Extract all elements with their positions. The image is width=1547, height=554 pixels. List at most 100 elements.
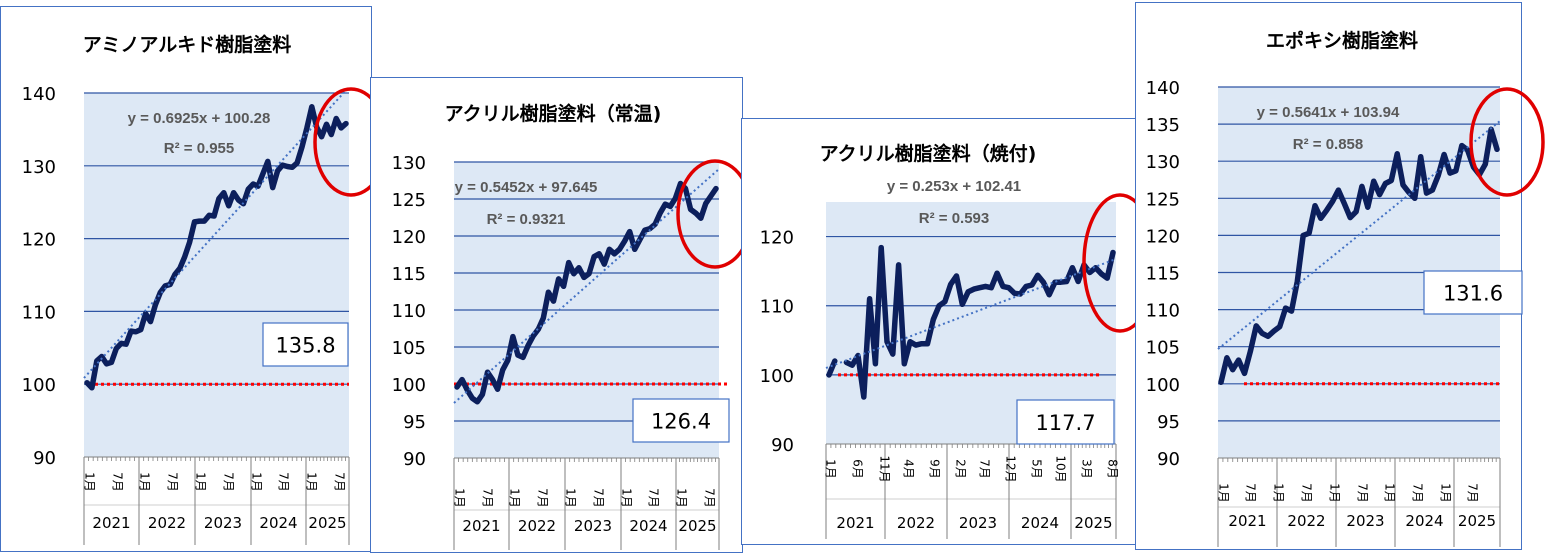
trendline: [825, 258, 1117, 369]
y-tick-label: 90: [1157, 449, 1180, 470]
chart-title: アクリル樹脂塗料（焼付): [820, 142, 1037, 165]
trendline: [453, 168, 720, 404]
month-tick-label: 7月: [277, 472, 291, 492]
year-label: 2024: [259, 514, 297, 532]
month-tick-label: 8月: [1106, 459, 1120, 479]
y-tick-label: 110: [1146, 301, 1180, 322]
year-label: 2022: [897, 514, 935, 532]
y-tick-label: 100: [1146, 375, 1180, 396]
y-tick-label: 120: [1146, 226, 1180, 247]
year-label: 2024: [629, 517, 667, 535]
chart-title: エポキシ樹脂塗料: [1266, 29, 1418, 52]
year-label: 2024: [1405, 512, 1443, 530]
month-tick-label: 7月: [222, 472, 236, 492]
month-tick-label: 7月: [1244, 483, 1258, 503]
y-tick-label: 95: [1157, 412, 1180, 433]
chart-svg: アクリル樹脂塗料（焼付) 120 110 100 90 1月 6月 11月 4月 9月 2月 7月 12…: [760, 142, 1158, 539]
year-label: 2023: [1346, 512, 1384, 530]
year-label: 2022: [148, 514, 186, 532]
year-label: 2025: [678, 517, 716, 535]
last-value-label: 131.6: [1443, 282, 1503, 306]
trendline-r2: R² = 0.9321: [487, 211, 566, 228]
month-tick-label: 5月: [1030, 459, 1044, 479]
y-tick-label: 90: [771, 435, 794, 456]
y-tick-label: 110: [760, 297, 794, 318]
acrylic-baked-chart-panel: アクリル樹脂塗料（焼付) 120 110 100 90 1月 6月 11月 4月 9月 2月 7月 12…: [741, 118, 1158, 545]
y-tick-label: 90: [403, 449, 426, 470]
y-tick-label: 140: [1146, 78, 1180, 99]
year-label: 2021: [92, 514, 130, 532]
year-label: 2023: [574, 517, 612, 535]
year-label: 2023: [204, 514, 242, 532]
y-tick-label: 135: [1146, 115, 1180, 136]
month-tick-label: 7月: [333, 472, 347, 492]
trendline-equation: y = 0.253x + 102.41: [887, 178, 1021, 195]
y-tick-label: 120: [392, 227, 426, 248]
chart-title: アクリル樹脂塗料（常温): [445, 102, 662, 125]
month-tick-label: 7月: [536, 488, 550, 508]
trendline-equation: y = 0.5452x + 97.645: [455, 179, 598, 196]
month-tick-label: 1月: [250, 472, 264, 492]
month-tick-label: 10月: [1054, 455, 1068, 482]
trendline-r2: R² = 0.955: [164, 140, 234, 157]
month-tick-label: 1月: [508, 488, 522, 508]
month-tick-label: 1月: [620, 488, 634, 508]
y-tick-label: 110: [22, 302, 56, 323]
year-label: 2025: [1074, 514, 1112, 532]
y-tick-label: 115: [392, 264, 426, 285]
month-tick-label: 1月: [1272, 483, 1286, 503]
month-tick-label: 7月: [481, 488, 495, 508]
amino-alkyd-chart-panel: アミノアルキド樹脂塗料 140 130 120 110 100 90 1月 7月 1月 7月 1月 7月…: [0, 6, 389, 552]
month-tick-label: 11月: [878, 455, 892, 482]
series-line: [826, 244, 1116, 400]
last-value-box: [1016, 399, 1115, 445]
year-label: 2023: [959, 514, 997, 532]
year-label: 2021: [462, 517, 500, 535]
series-line: [454, 180, 719, 405]
month-tick-label: 7月: [166, 472, 180, 492]
month-tick-label: 1月: [1217, 483, 1231, 503]
chart-svg: エポキシ樹脂塗料 140 135 130 125 120 115 110 105 100 95 90 1…: [1146, 29, 1545, 547]
y-tick-label: 105: [1146, 338, 1180, 359]
trendline-r2: R² = 0.858: [1293, 136, 1363, 153]
y-tick-label: 105: [392, 338, 426, 359]
year-label: 2021: [1228, 512, 1266, 530]
year-label: 2025: [308, 514, 346, 532]
month-tick-label: 1月: [194, 472, 208, 492]
y-tick-label: 130: [22, 157, 56, 178]
highlight-ellipse: [1469, 87, 1545, 197]
trendline: [1217, 120, 1501, 350]
month-tick-label: 1月: [675, 488, 689, 508]
y-tick-label: 120: [22, 230, 56, 251]
month-tick-label: 12月: [1004, 455, 1018, 482]
month-tick-label: 1月: [824, 459, 838, 479]
month-tick-label: 7月: [647, 488, 661, 508]
y-tick-label: 115: [1146, 264, 1180, 285]
y-tick-label: 130: [1146, 152, 1180, 173]
last-value-label: 117.7: [1035, 411, 1095, 435]
year-label: 2022: [518, 517, 556, 535]
month-tick-label: 7月: [1356, 483, 1370, 503]
month-tick-label: 7月: [592, 488, 606, 508]
chart-title: アミノアルキド樹脂塗料: [83, 33, 291, 56]
last-value-box: [632, 398, 730, 443]
month-tick-label: 7月: [1411, 483, 1425, 503]
month-tick-label: 1月: [1439, 483, 1453, 503]
month-tick-label: 1月: [1328, 483, 1342, 503]
y-tick-label: 120: [760, 228, 794, 249]
last-value-label: 135.8: [275, 334, 335, 358]
year-label: 2024: [1021, 514, 1059, 532]
month-tick-label: 2月: [954, 459, 968, 479]
month-tick-label: 1月: [83, 472, 97, 492]
y-tick-label: 140: [22, 84, 56, 105]
y-tick-label: 125: [1146, 189, 1180, 210]
acrylic-ambient-chart-panel: アクリル樹脂塗料（常温) 130 125 120 115 110 105 100 95 90 1月 7…: [370, 77, 754, 553]
year-label: 2022: [1287, 512, 1325, 530]
month-tick-label: 1月: [564, 488, 578, 508]
month-tick-label: 1月: [1383, 483, 1397, 503]
month-tick-label: 7月: [1300, 483, 1314, 503]
trendline-equation: y = 0.5641x + 103.94: [1257, 104, 1400, 121]
plot-area: [84, 93, 349, 457]
last-value-box: [262, 322, 349, 367]
y-tick-label: 100: [22, 375, 56, 396]
